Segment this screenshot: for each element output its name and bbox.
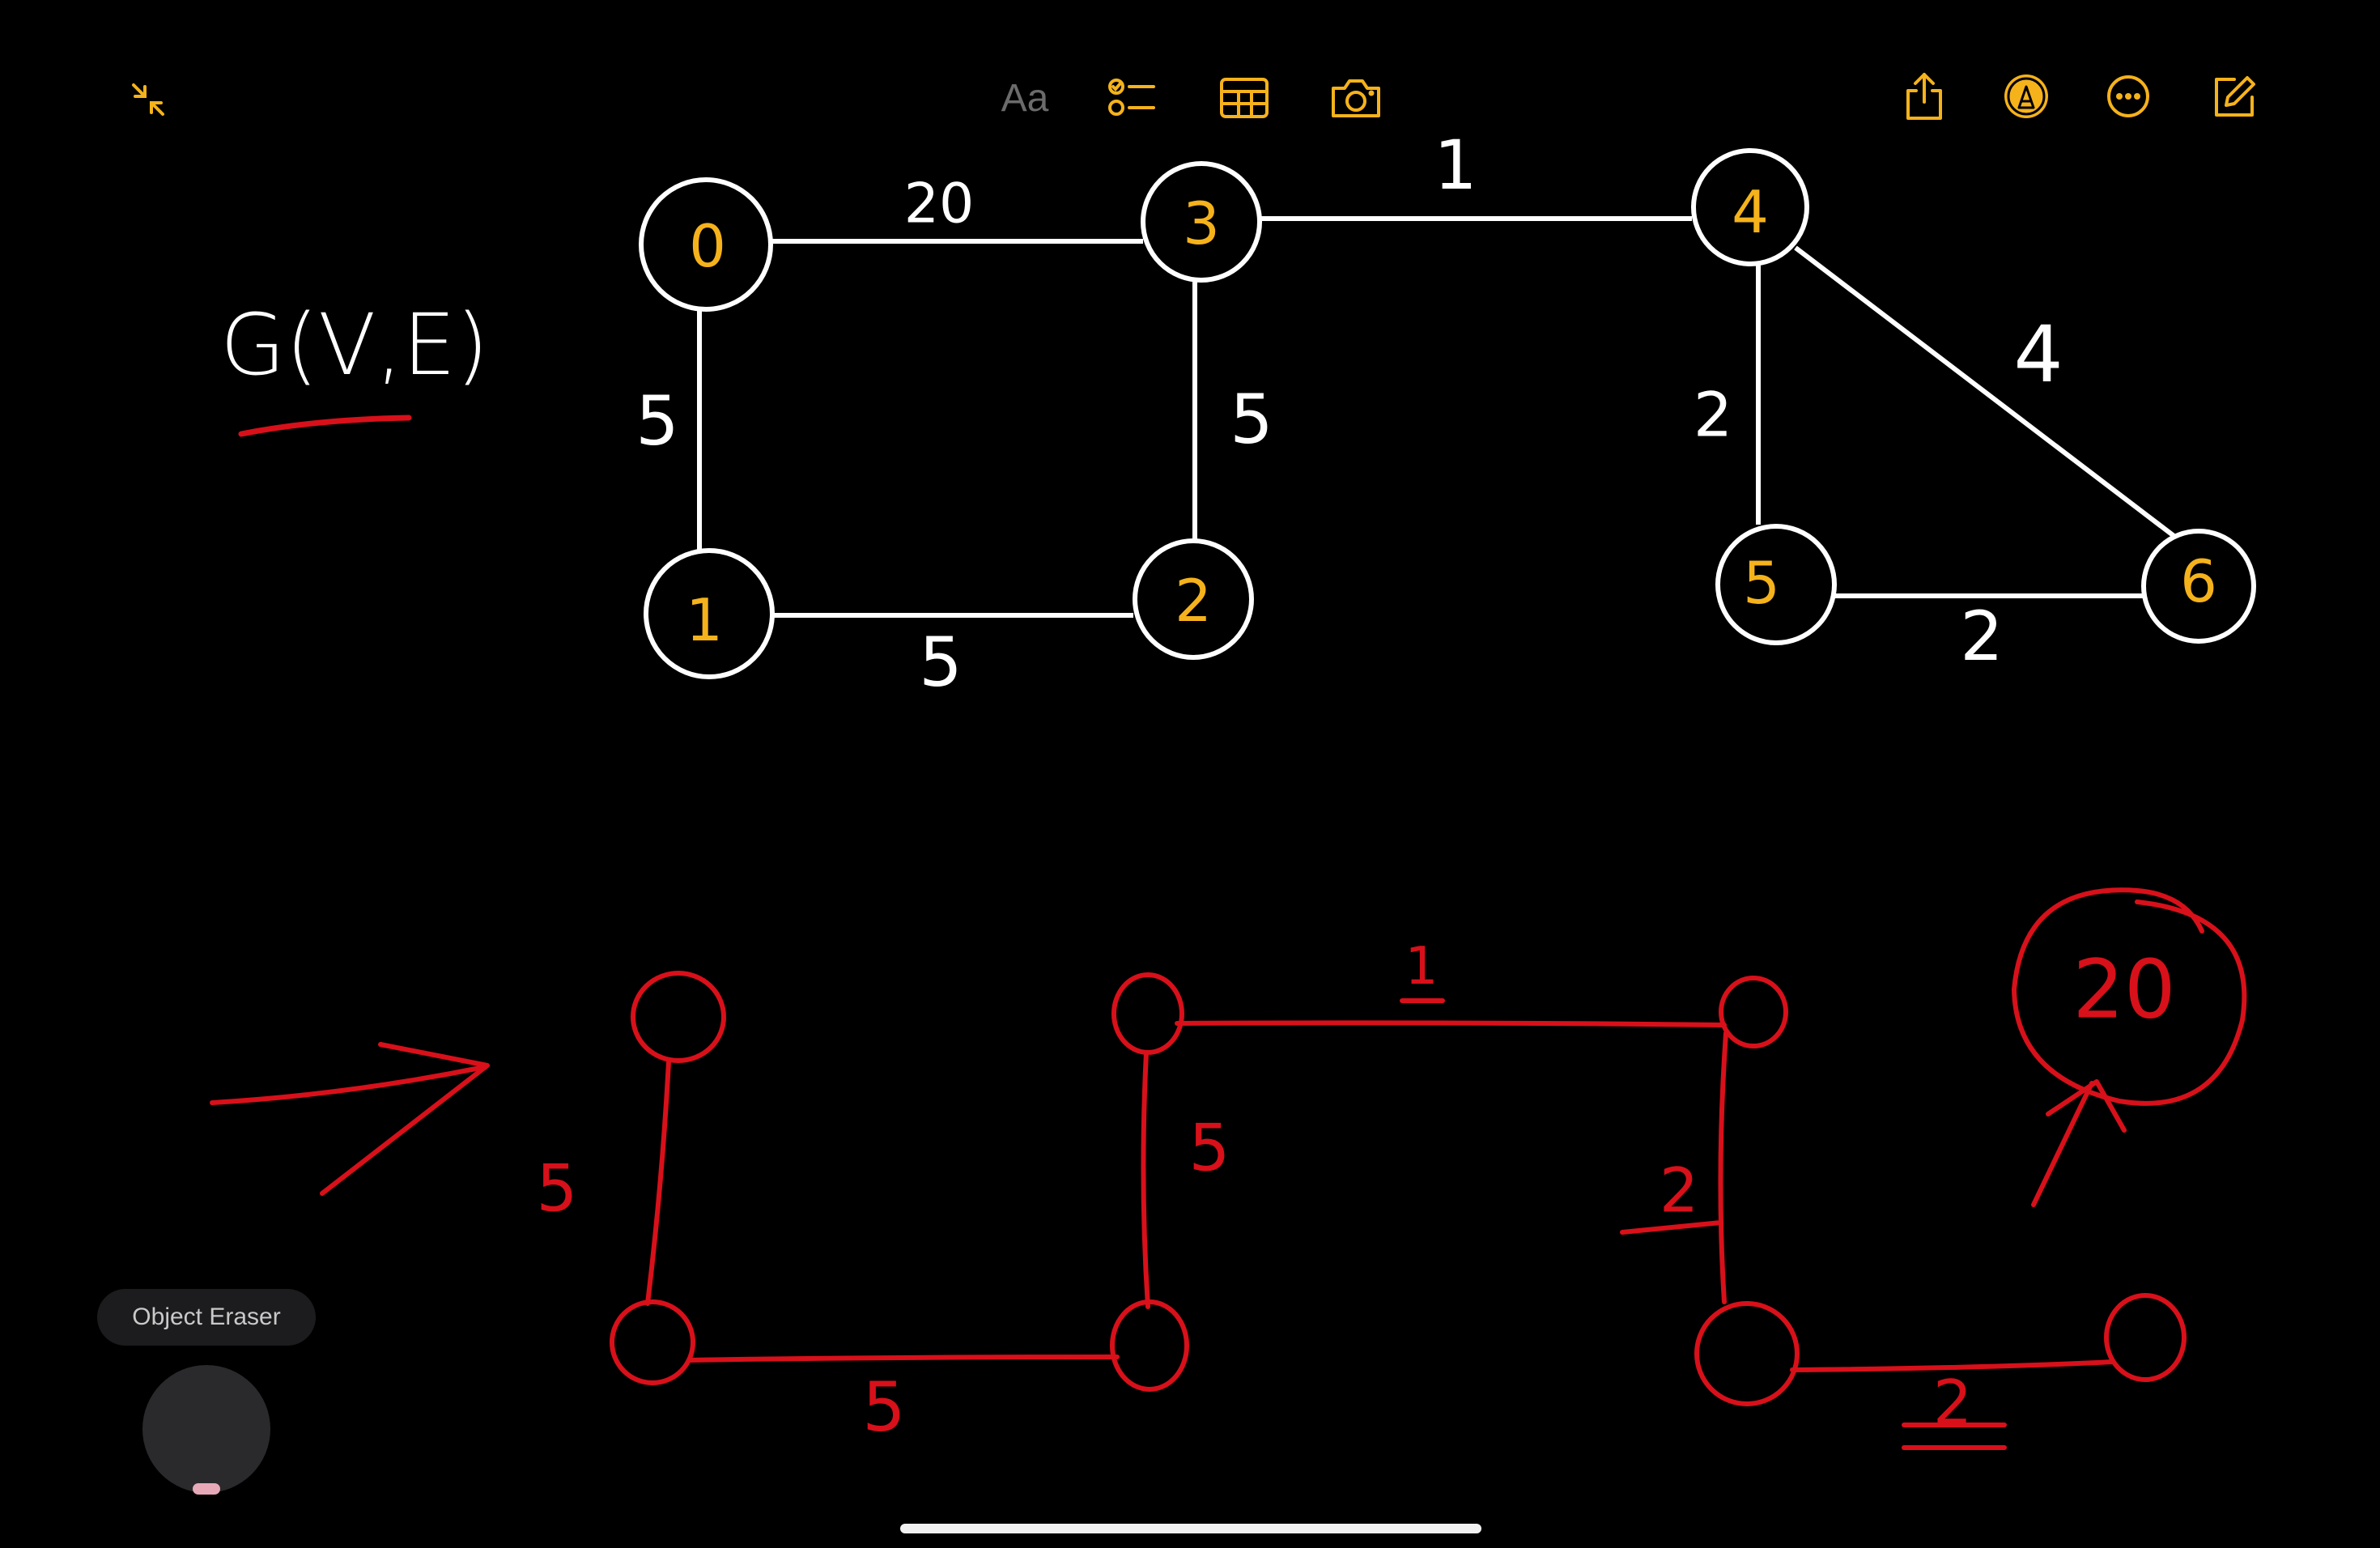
edge-4-6 <box>1794 245 2184 545</box>
table-icon <box>1220 78 1269 118</box>
sketch-mark-w4-5 <box>1620 1220 1723 1235</box>
graph-node-5 <box>1715 524 1837 645</box>
checklist-icon <box>1108 79 1155 116</box>
sketch-node-2 <box>1110 1299 1189 1392</box>
share-icon <box>1906 73 1942 120</box>
sketch-node-5 <box>1694 1301 1800 1406</box>
excluded-weight-arrow <box>2031 1079 2127 1207</box>
graph-node-4 <box>1691 148 1809 266</box>
sketch-weight-4-5: 2 <box>1660 1155 1698 1227</box>
home-indicator[interactable] <box>900 1524 1481 1533</box>
sketch-edge-0-1 <box>645 1060 671 1306</box>
more-button[interactable] <box>2100 68 2157 125</box>
edge-weight-0-1: 5 <box>635 381 678 461</box>
sketch-edge-4-5 <box>1718 1031 1728 1304</box>
sketch-node-6 <box>2104 1293 2187 1382</box>
title-underline <box>238 415 412 437</box>
more-icon <box>2107 75 2149 117</box>
graph-node-3 <box>1141 161 1262 283</box>
camera-button[interactable] <box>1326 70 1386 126</box>
sketch-node-1 <box>610 1299 695 1385</box>
share-button[interactable] <box>1898 66 1951 126</box>
graph-node-0-label: 0 <box>689 212 726 280</box>
edge-weight-2-3: 5 <box>1230 380 1273 459</box>
checklist-button[interactable] <box>1103 70 1162 126</box>
graph-title: G(V,E) <box>220 296 489 394</box>
eraser-icon <box>193 1483 220 1495</box>
camera-icon <box>1332 79 1380 117</box>
sketch-edge-1-2 <box>687 1354 1120 1363</box>
excluded-weight-label: 20 <box>2072 942 2175 1037</box>
sketch-node-0 <box>631 971 726 1063</box>
edge-weight-1-2: 5 <box>919 623 962 702</box>
sketch-weight-2-3: 5 <box>1189 1111 1230 1186</box>
sketch-arrow <box>210 1065 487 1105</box>
graph-node-0 <box>639 177 773 312</box>
sketch-arrow-head <box>320 1042 490 1196</box>
text-format-label: Aa <box>1001 76 1049 120</box>
collapse-button[interactable] <box>121 73 175 126</box>
graph-node-2-label: 2 <box>1175 567 1212 635</box>
markup-icon <box>2004 74 2048 118</box>
sketch-node-3 <box>1111 972 1184 1055</box>
sketch-edge-5-6 <box>1790 1359 2115 1372</box>
graph-node-1 <box>644 548 775 679</box>
table-button[interactable] <box>1214 70 1274 126</box>
eraser-tool-button[interactable] <box>142 1365 270 1493</box>
text-format-button[interactable]: Aa <box>989 70 1060 126</box>
edge-weight-5-6: 2 <box>1960 597 2003 676</box>
sketch-edge-3-4 <box>1175 1020 1727 1027</box>
collapse-icon <box>132 83 164 116</box>
graph-node-6-label: 6 <box>2180 547 2217 615</box>
edge-weight-4-6: 4 <box>2013 309 2063 400</box>
edge-weight-0-3: 20 <box>904 172 975 236</box>
sketch-node-4 <box>1719 976 1788 1048</box>
sketch-weight-1-2: 5 <box>862 1367 905 1447</box>
graph-node-3-label: 3 <box>1183 189 1220 257</box>
object-eraser-label: Object Eraser <box>97 1289 316 1346</box>
markup-button[interactable] <box>1998 68 2055 125</box>
graph-node-5-label: 5 <box>1743 549 1780 617</box>
graph-node-1-label: 1 <box>686 586 723 654</box>
sketch-weight-0-1: 5 <box>537 1151 578 1227</box>
edge-weight-4-5: 2 <box>1694 379 1732 451</box>
graph-node-2 <box>1133 538 1254 660</box>
sketch-edge-2-3 <box>1141 1050 1150 1309</box>
compose-icon <box>2215 76 2255 117</box>
edge-weight-3-4: 1 <box>1434 125 1477 205</box>
sketch-weight-5-6: 2 <box>1933 1367 1972 1439</box>
sketch-weight-3-4: 1 <box>1405 937 1439 997</box>
graph-node-6 <box>2141 529 2256 644</box>
excluded-weight-circle <box>2012 887 2247 1106</box>
graph-node-4-label: 4 <box>1732 178 1769 246</box>
compose-button[interactable] <box>2205 68 2262 125</box>
